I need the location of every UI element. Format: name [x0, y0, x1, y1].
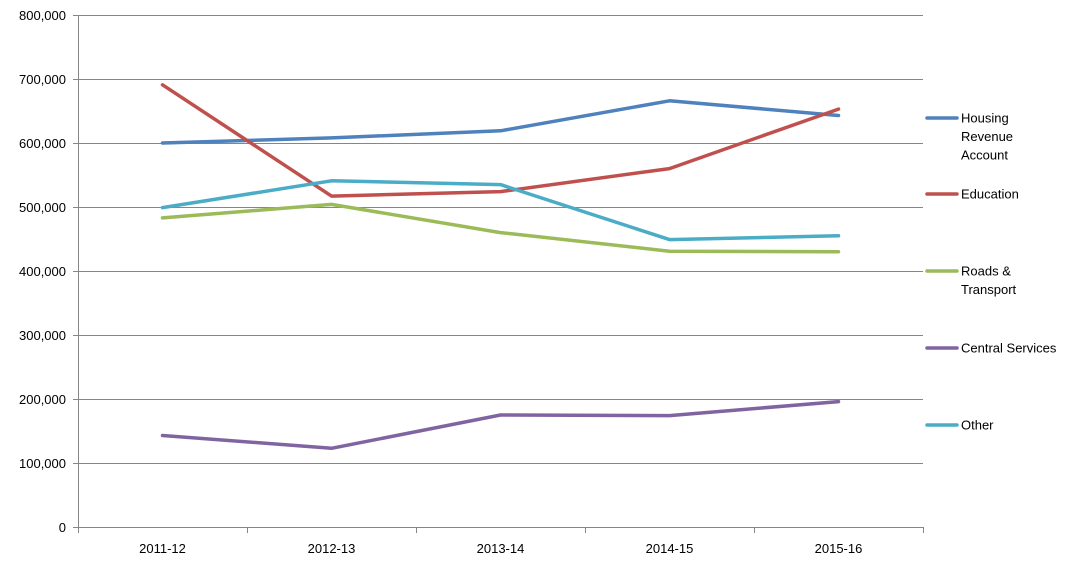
axes — [73, 15, 924, 533]
legend-entry: Other — [925, 418, 994, 433]
x-tick-label: 2013-14 — [477, 541, 525, 556]
legend-entry: Education — [925, 187, 1019, 202]
y-tick-label: 200,000 — [19, 392, 66, 407]
legend-entry: Roads & Transport — [925, 264, 1017, 297]
legend-label: Education — [961, 187, 1019, 202]
y-tick-label: 800,000 — [19, 8, 66, 23]
x-tick-label: 2015-16 — [815, 541, 863, 556]
legend-label: Transport — [961, 282, 1017, 297]
legend-label: Other — [961, 418, 994, 433]
series-lines — [160, 83, 841, 451]
series-line — [160, 83, 841, 198]
legend: Housing Revenue Account Education Roads & Tra… — [925, 111, 1057, 433]
x-tick-label: 2011-12 — [139, 541, 186, 556]
legend-label: Roads & — [961, 264, 1011, 279]
legend-label: Housing — [961, 111, 1009, 126]
x-tick-label: 2014-15 — [646, 541, 694, 556]
y-tick-label: 500,000 — [19, 200, 66, 215]
y-tick-label: 100,000 — [19, 456, 66, 471]
series-line — [160, 99, 841, 145]
legend-entry: Central Services — [925, 341, 1057, 356]
x-tick-label: 2012-13 — [308, 541, 356, 556]
legend-label: Central Services — [961, 341, 1057, 356]
gridlines — [78, 15, 923, 464]
y-tick-label: 600,000 — [19, 136, 66, 151]
y-tick-label: 0 — [59, 520, 66, 535]
series-line — [160, 202, 841, 254]
legend-label: Account — [961, 148, 1008, 163]
y-tick-label: 400,000 — [19, 264, 66, 279]
legend-label: Revenue — [961, 129, 1013, 144]
y-tick-label: 700,000 — [19, 72, 66, 87]
legend-entry: Housing Revenue Account — [925, 111, 1013, 163]
y-tick-label: 300,000 — [19, 328, 66, 343]
y-axis-tick-labels: 0 100,000 200,000 300,000 400,000 500,000 600,… — [19, 8, 66, 535]
x-axis-tick-labels: 2011-12 2012-13 2013-14 2014-15 2015-16 — [139, 541, 862, 556]
series-line — [160, 399, 841, 451]
